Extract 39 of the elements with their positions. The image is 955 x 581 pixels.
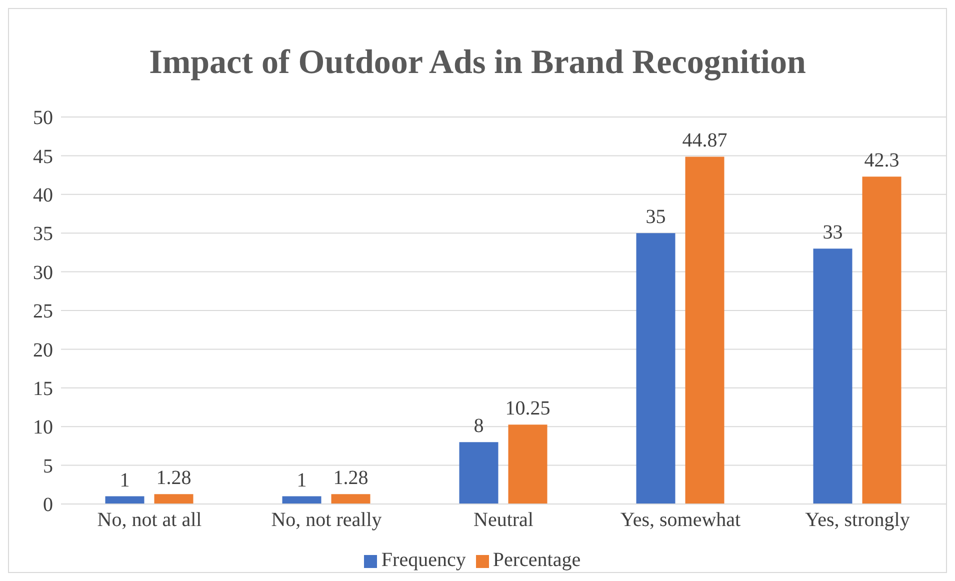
data-label: 44.87 — [682, 130, 728, 152]
data-label: 1 — [120, 469, 130, 492]
data-label: 1.28 — [333, 467, 368, 490]
y-tick-label: 30 — [33, 262, 53, 284]
data-label: 33 — [822, 222, 843, 244]
legend-label: Percentage — [492, 549, 581, 571]
y-tick-label: 50 — [33, 107, 53, 130]
y-tick-label: 35 — [33, 223, 53, 246]
bar — [154, 494, 194, 504]
data-label: 35 — [646, 206, 666, 228]
y-tick-label: 15 — [33, 378, 53, 400]
x-tick-label: No, not really — [271, 509, 382, 532]
bar — [459, 442, 498, 504]
bar — [331, 494, 370, 504]
x-tick-label: Yes, somewhat — [620, 509, 742, 532]
data-label: 42.3 — [864, 150, 900, 172]
y-tick-label: 25 — [33, 300, 53, 323]
data-label: 8 — [474, 415, 484, 438]
bar — [282, 496, 322, 504]
bar — [508, 424, 548, 504]
y-tick-label: 40 — [33, 184, 53, 206]
y-tick-label: 20 — [33, 339, 53, 362]
x-tick-label: No, not at all — [97, 509, 202, 532]
x-tick-label: Yes, strongly — [805, 509, 910, 532]
bar — [862, 176, 902, 504]
y-tick-label: 45 — [33, 146, 53, 168]
x-tick-label: Neutral — [474, 509, 534, 532]
chart-title: Impact of Outdoor Ads in Brand Recognition — [148, 43, 807, 83]
y-tick-label: 0 — [43, 494, 53, 516]
y-tick-label: 10 — [33, 416, 53, 439]
y-tick-label: 5 — [43, 455, 53, 478]
data-label: 10.25 — [505, 398, 550, 420]
bar — [636, 233, 676, 504]
legend-label: Frequency — [381, 549, 466, 571]
bar — [105, 496, 144, 504]
bar — [685, 156, 724, 504]
data-label: 1 — [296, 469, 307, 492]
bar — [813, 248, 852, 504]
data-label: 1.28 — [156, 467, 192, 490]
